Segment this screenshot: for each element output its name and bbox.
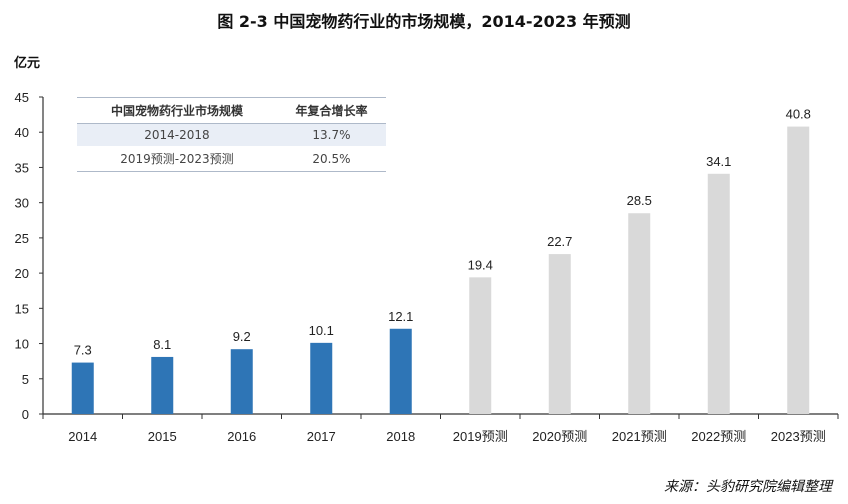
- x-tick-label: 2017: [307, 429, 336, 444]
- bar-forecast: [787, 126, 810, 414]
- data-label: 19.4: [468, 257, 493, 272]
- table-cell: 13.7%: [276, 123, 386, 146]
- table-row: 2019预测-2023预测 20.5%: [77, 146, 386, 172]
- data-label: 28.5: [627, 193, 652, 208]
- data-label: 9.2: [233, 329, 251, 344]
- x-tick-label: 2015: [148, 429, 177, 444]
- bar-actual: [310, 342, 333, 414]
- bar-forecast: [707, 173, 730, 414]
- data-label: 34.1: [706, 154, 731, 169]
- data-label: 22.7: [547, 234, 572, 249]
- bar-actual: [389, 328, 412, 414]
- x-tick-label: 2014: [68, 429, 97, 444]
- bar-actual: [151, 356, 174, 414]
- x-tick-label: 2018: [386, 429, 415, 444]
- chart-title: 图 2-3 中国宠物药行业的市场规模，2014-2023 年预测: [217, 12, 631, 31]
- y-tick-label: 40: [15, 125, 29, 140]
- table-header: 年复合增长率: [276, 97, 386, 124]
- y-tick-label: 30: [15, 196, 29, 211]
- x-tick-label: 2021预测: [612, 429, 667, 444]
- y-tick-label: 15: [15, 301, 29, 316]
- y-tick-label: 25: [15, 231, 29, 246]
- table-cell: 2019预测-2023预测: [77, 146, 277, 172]
- y-tick-label: 5: [22, 372, 29, 387]
- bar-forecast: [548, 254, 571, 414]
- source-note: 来源：头豹研究院编辑整理: [664, 479, 832, 495]
- table-cell: 2014-2018: [77, 123, 277, 146]
- y-tick-label: 35: [15, 160, 29, 175]
- y-tick-label: 0: [22, 407, 29, 422]
- bar-forecast: [628, 213, 651, 414]
- y-tick-label: 10: [15, 337, 29, 352]
- data-label: 12.1: [388, 309, 413, 324]
- table-header: 中国宠物药行业市场规模: [77, 97, 277, 124]
- data-label: 8.1: [153, 337, 171, 352]
- x-tick-label: 2022预测: [691, 429, 746, 444]
- cagr-table: 中国宠物药行业市场规模 年复合增长率 2014-2018 13.7% 2019预测-…: [77, 97, 386, 172]
- x-tick-label: 2023预测: [771, 429, 826, 444]
- data-label: 7.3: [74, 343, 92, 358]
- data-label: 10.1: [309, 323, 334, 338]
- x-tick-label: 2016: [227, 429, 256, 444]
- bar-actual: [71, 362, 94, 414]
- y-tick-label: 45: [15, 90, 29, 105]
- table-row: 2014-2018 13.7%: [77, 123, 386, 146]
- table-cell: 20.5%: [276, 146, 386, 172]
- y-axis-label: 亿元: [14, 56, 41, 71]
- data-label: 40.8: [786, 107, 811, 122]
- y-tick-label: 20: [15, 266, 29, 281]
- x-tick-label: 2019预测: [453, 429, 508, 444]
- bar-forecast: [469, 277, 492, 414]
- bar-actual: [230, 349, 253, 414]
- x-tick-label: 2020预测: [532, 429, 587, 444]
